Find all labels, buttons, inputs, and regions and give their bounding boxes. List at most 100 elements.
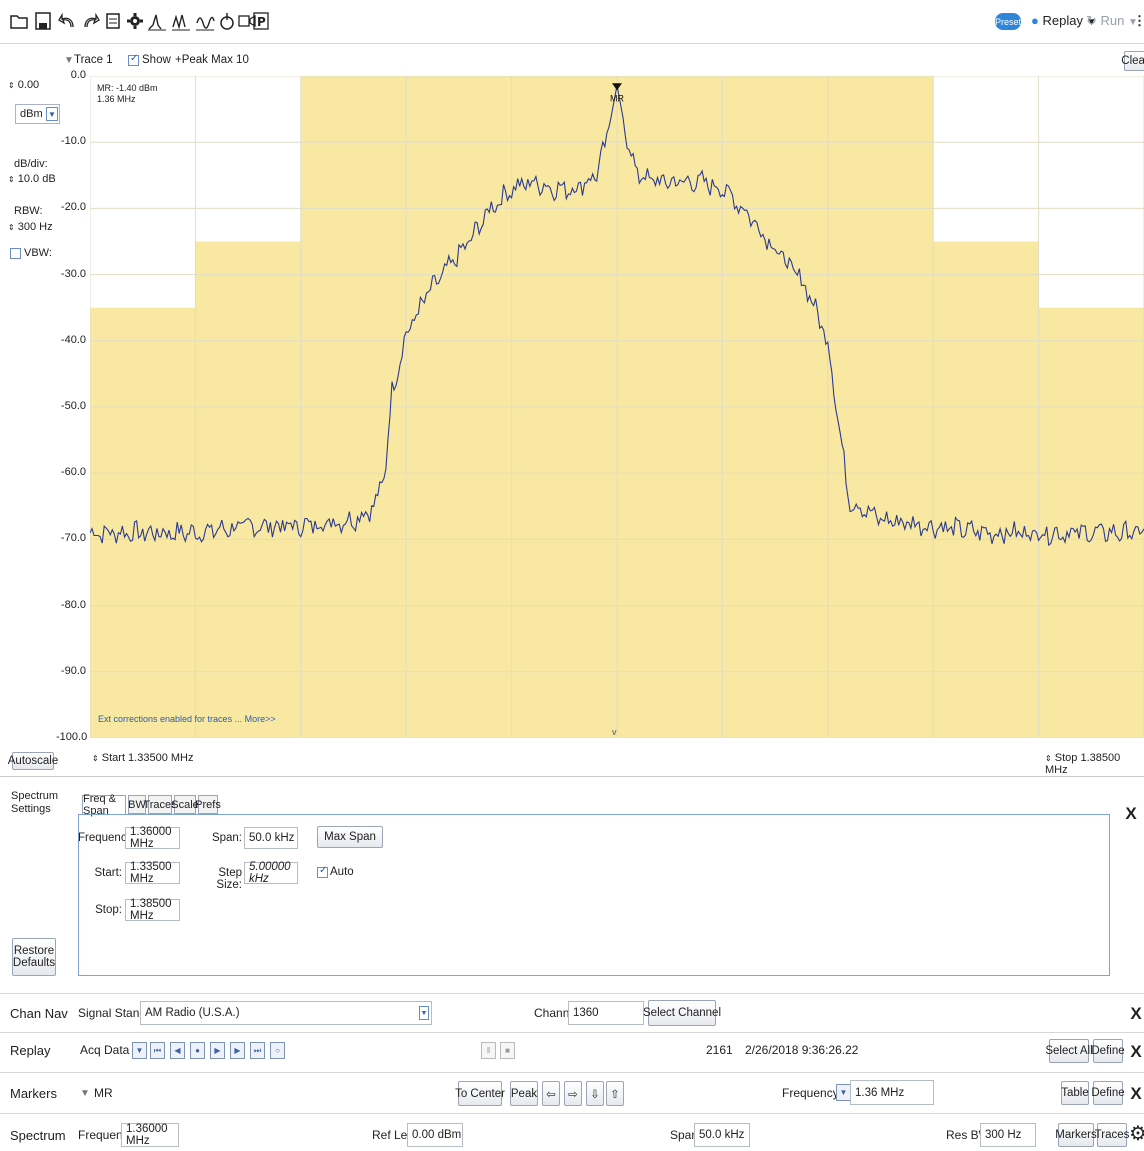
define-marker-button[interactable]: Define: [1091, 1081, 1125, 1105]
marker-readout: MR: -1.40 dBm 1.36 MHz: [97, 83, 158, 105]
record-icon[interactable]: [236, 8, 258, 34]
run-menu[interactable]: ↻ Run ▼: [1086, 13, 1138, 29]
table-button[interactable]: Table: [1061, 1081, 1089, 1105]
unit-select[interactable]: dBm ▼: [15, 104, 60, 124]
step-forward-icon[interactable]: ▶: [230, 1042, 245, 1059]
open-folder-icon[interactable]: [8, 8, 30, 34]
more-menu-icon[interactable]: ⋮: [1133, 13, 1144, 28]
res-bw-field[interactable]: 300 Hz: [980, 1123, 1036, 1147]
rbw-control[interactable]: ⇕ 300 Hz: [8, 221, 53, 233]
close-chan-nav-icon[interactable]: X: [1130, 1004, 1142, 1023]
gear-icon[interactable]: [124, 8, 146, 34]
frequency-field[interactable]: 1.36000 MHz: [125, 826, 180, 850]
mask-segment: [1038, 307, 1144, 738]
pause-icon[interactable]: ‖: [481, 1042, 496, 1059]
marker-name[interactable]: MR: [94, 1086, 113, 1100]
tab-freq-span[interactable]: Freq & Span: [82, 793, 126, 817]
print-icon[interactable]: [102, 8, 124, 34]
center-marker-caret: v: [612, 727, 617, 737]
arrow-down-icon[interactable]: ⇩: [586, 1081, 604, 1106]
spectrum-frequency-field[interactable]: 1.36000 MHz: [121, 1123, 179, 1147]
ref-lev-field[interactable]: 0.00 dBm: [407, 1123, 463, 1147]
max-span-button[interactable]: Max Span: [317, 826, 383, 848]
settings-gear-icon[interactable]: ⚙: [1129, 1123, 1144, 1145]
dbdiv-control[interactable]: ⇕ 10.0 dB: [8, 173, 56, 185]
marker-frequency-field[interactable]: 1.36 MHz: [850, 1080, 934, 1105]
close-replay-icon[interactable]: X: [1130, 1042, 1142, 1061]
redo-icon[interactable]: [80, 8, 102, 34]
signal-standard-select[interactable]: AM Radio (U.S.A.) ▼: [140, 1001, 432, 1025]
tab-scale[interactable]: Scale: [171, 795, 199, 814]
markers-button[interactable]: Markers: [1055, 1123, 1097, 1147]
chevron-down-icon[interactable]: ▼: [132, 1042, 147, 1059]
span-field[interactable]: 50.0 kHz: [244, 827, 298, 849]
settings-content: [78, 814, 1110, 976]
run-menu-label: Run: [1100, 13, 1125, 28]
clear-trace-button[interactable]: Clear: [1121, 51, 1144, 71]
trace-name[interactable]: Trace 1: [74, 54, 113, 66]
tab-bw[interactable]: BW: [128, 795, 146, 814]
chevron-down-icon: ▼: [1086, 17, 1097, 28]
select-channel-button[interactable]: Select Channel: [643, 1000, 721, 1026]
save-icon[interactable]: [32, 8, 54, 34]
to-center-button[interactable]: To Center: [455, 1081, 505, 1106]
y-tick-label: -90.0: [60, 664, 86, 677]
marker-mr[interactable]: MR: [610, 83, 624, 103]
preset-button[interactable]: Preset: [995, 13, 1021, 30]
stop-field[interactable]: 1.38500 MHz: [125, 898, 180, 922]
undo-icon[interactable]: [56, 8, 78, 34]
step-size-field[interactable]: 5.00000 kHz: [244, 861, 298, 885]
divider: [0, 1072, 1144, 1073]
stop-label: Stop:: [95, 904, 122, 916]
mask-segment: [90, 307, 196, 738]
show-trace-checkbox[interactable]: [128, 53, 139, 66]
tuning-knob-icon[interactable]: [216, 8, 238, 34]
start-freq-control[interactable]: ⇕ Start 1.33500 MHz: [92, 752, 193, 764]
channel-field[interactable]: 1360: [568, 1001, 644, 1025]
stop-freq-control[interactable]: ⇕ Stop 1.38500 MHz: [1045, 752, 1144, 776]
arrow-up-icon[interactable]: ⇧: [606, 1081, 624, 1106]
marker-triangle-icon: [612, 83, 622, 91]
traces-button[interactable]: Traces: [1095, 1123, 1129, 1147]
replay-menu[interactable]: ● Replay ▼: [1031, 13, 1096, 28]
spectrum-display-icon[interactable]: [146, 8, 168, 34]
restore-defaults-button[interactable]: Restore Defaults: [12, 938, 56, 976]
spin-arrows-icon: ⇕: [8, 175, 15, 184]
chevron-down-icon[interactable]: ▼: [836, 1084, 851, 1101]
skip-start-icon[interactable]: ⏮: [150, 1042, 165, 1059]
span-bar-field[interactable]: 50.0 kHz: [694, 1123, 750, 1147]
spectrum-plot[interactable]: MR: [90, 76, 1144, 738]
ext-corrections-link[interactable]: Ext corrections enabled for traces ... M…: [98, 714, 276, 724]
vbw-checkbox[interactable]: [10, 248, 21, 259]
stop-icon[interactable]: ●: [190, 1042, 205, 1059]
arrow-left-icon[interactable]: ⇦: [542, 1081, 560, 1106]
spectrogram-icon[interactable]: [170, 8, 192, 34]
arrow-right-icon[interactable]: ⇨: [564, 1081, 582, 1106]
auto-step-label: Auto: [330, 866, 354, 878]
play-icon[interactable]: ▶: [210, 1042, 225, 1059]
divider: [0, 1113, 1144, 1114]
tab-prefs[interactable]: Prefs: [195, 795, 221, 814]
auto-step-checkbox[interactable]: [317, 865, 328, 878]
start-field[interactable]: 1.33500 MHz: [125, 861, 180, 885]
search-icon[interactable]: ○: [270, 1042, 285, 1059]
marker-freq-type: Frequency: [782, 1086, 839, 1100]
trace-detection[interactable]: +Peak Max 10: [175, 54, 249, 66]
res-bw-label: Res BW: [946, 1128, 991, 1142]
close-markers-icon[interactable]: X: [1130, 1084, 1142, 1103]
tab-traces[interactable]: Traces: [143, 795, 177, 814]
waveform-icon[interactable]: [194, 8, 216, 34]
collapse-trace-icon[interactable]: ▼: [64, 55, 74, 66]
chevron-down-icon[interactable]: ▼: [80, 1088, 90, 1099]
preset-p-icon[interactable]: P: [250, 8, 272, 34]
close-settings-icon[interactable]: X: [1125, 804, 1137, 823]
replay-stop-icon[interactable]: ■: [500, 1042, 515, 1059]
peak-button[interactable]: Peak: [510, 1081, 538, 1106]
step-back-icon[interactable]: ◀: [170, 1042, 185, 1059]
autoscale-button[interactable]: Autoscale: [8, 752, 58, 770]
y-tick-label: -100.0: [56, 731, 88, 743]
skip-end-icon[interactable]: ⏭: [250, 1042, 265, 1059]
select-all-button[interactable]: Select All: [1045, 1039, 1093, 1063]
ref-level-control[interactable]: ⇕ 0.00: [8, 79, 39, 91]
define-replay-button[interactable]: Define: [1091, 1039, 1125, 1063]
